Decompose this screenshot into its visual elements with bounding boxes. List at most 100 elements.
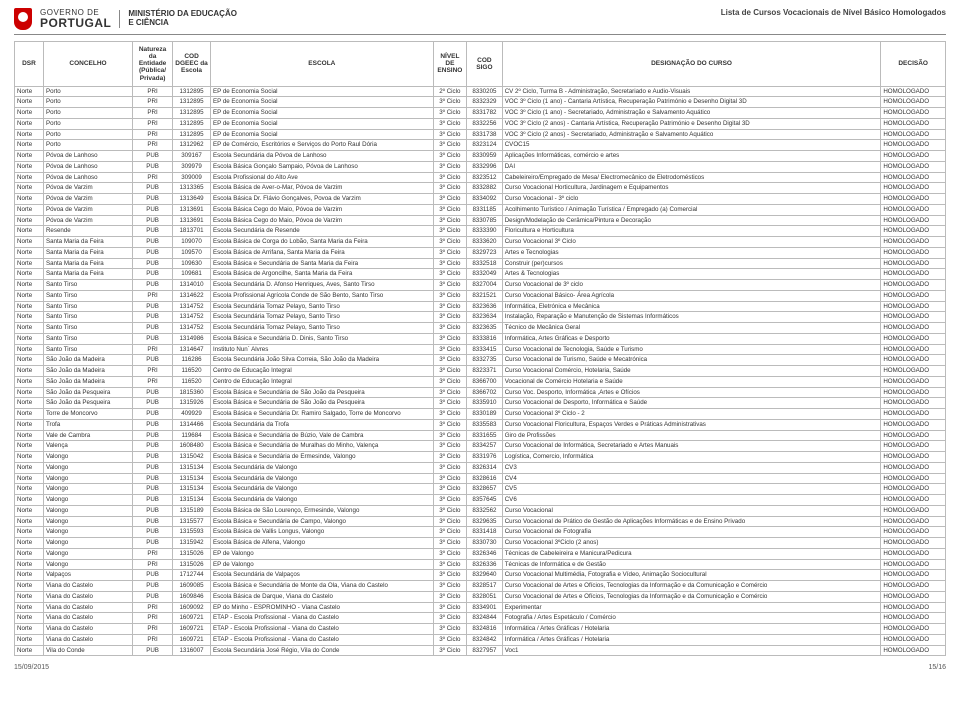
cell: São João da Madeira bbox=[43, 355, 132, 366]
cell: Vocacional de Comércio Hotelaria e Saúde bbox=[502, 376, 881, 387]
cell: 409929 bbox=[173, 409, 211, 420]
cell: 1315942 bbox=[173, 538, 211, 549]
cell: Póvoa de Varzim bbox=[43, 194, 132, 205]
cell: Norte bbox=[15, 452, 44, 463]
cell: Norte bbox=[15, 419, 44, 430]
cell: PUB bbox=[133, 473, 173, 484]
cell: 8323634 bbox=[467, 312, 503, 323]
cell: 8333816 bbox=[467, 333, 503, 344]
cell: HOMOLOGADO bbox=[881, 387, 946, 398]
table-row: NortePóvoa de VarzimPUB1313691Escola Bás… bbox=[15, 204, 946, 215]
doc-title: Lista de Cursos Vocacionais de Nível Bás… bbox=[721, 8, 946, 17]
cell: Santa Maria da Feira bbox=[43, 258, 132, 269]
cell: 119684 bbox=[173, 430, 211, 441]
table-row: NortePóvoa de VarzimPUB1313691Escola Bás… bbox=[15, 215, 946, 226]
table-row: NorteValongoPUB1315134Escola Secundária … bbox=[15, 495, 946, 506]
cell: Escola Secundária Tomaz Pelayo, Santo Ti… bbox=[210, 323, 433, 334]
cell: VOC 3º Ciclo (2 anos) - Cantaria Artísti… bbox=[502, 118, 881, 129]
cell: 3º Ciclo bbox=[433, 452, 466, 463]
cell: 3º Ciclo bbox=[433, 581, 466, 592]
cell: Viana do Castelo bbox=[43, 602, 132, 613]
cell: HOMOLOGADO bbox=[881, 333, 946, 344]
table-row: NorteSanto TirsoPUB1314986Escola Básica … bbox=[15, 333, 946, 344]
cell: Escola Básica e Secundária de São João d… bbox=[210, 398, 433, 409]
cell: Norte bbox=[15, 441, 44, 452]
cell: 8332049 bbox=[467, 269, 503, 280]
cell: PRI bbox=[133, 376, 173, 387]
table-row: NorteSão João da PesqueiraPUB1815360Esco… bbox=[15, 387, 946, 398]
cell: EP de Economia Social bbox=[210, 86, 433, 97]
cell: Norte bbox=[15, 237, 44, 248]
cell: Norte bbox=[15, 183, 44, 194]
page-footer: 15/09/2015 15/16 bbox=[14, 664, 946, 671]
cell: Norte bbox=[15, 505, 44, 516]
table-header-row: DSRCONCELHONatureza da Entidade (Pública… bbox=[15, 42, 946, 87]
cell: Valongo bbox=[43, 495, 132, 506]
cell: Norte bbox=[15, 118, 44, 129]
cell: PRI bbox=[133, 559, 173, 570]
cell: Centro de Educação Integral bbox=[210, 376, 433, 387]
cell: 1315593 bbox=[173, 527, 211, 538]
cell: Giro de Profissões bbox=[502, 430, 881, 441]
cell: 3º Ciclo bbox=[433, 301, 466, 312]
cell: PUB bbox=[133, 430, 173, 441]
cell: Escola Secundária de Valongo bbox=[210, 473, 433, 484]
cell: HOMOLOGADO bbox=[881, 462, 946, 473]
cell: Santo Tirso bbox=[43, 280, 132, 291]
cell: HOMOLOGADO bbox=[881, 129, 946, 140]
cell: PUB bbox=[133, 312, 173, 323]
cell: HOMOLOGADO bbox=[881, 559, 946, 570]
cell: 8332882 bbox=[467, 183, 503, 194]
cell: 8324816 bbox=[467, 624, 503, 635]
cell: 1815360 bbox=[173, 387, 211, 398]
table-row: NortePóvoa de LanhosoPRI309009Escola Pro… bbox=[15, 172, 946, 183]
cell: Norte bbox=[15, 634, 44, 645]
cell: 3º Ciclo bbox=[433, 161, 466, 172]
table-row: NorteVale de CambraPUB119684Escola Básic… bbox=[15, 430, 946, 441]
cell: DAI bbox=[502, 161, 881, 172]
cell: 3º Ciclo bbox=[433, 419, 466, 430]
cell: PRI bbox=[133, 290, 173, 301]
cell: 109681 bbox=[173, 269, 211, 280]
table-row: NorteResendePUB1813701Escola Secundária … bbox=[15, 226, 946, 237]
cell: CV 2º Ciclo, Turma B - Administração, Se… bbox=[502, 86, 881, 97]
cell: Escola Profissional Agrícola Conde de Sã… bbox=[210, 290, 433, 301]
cell: Curso Vocacional bbox=[502, 505, 881, 516]
cell: HOMOLOGADO bbox=[881, 290, 946, 301]
cell: Artes & Tecnologias bbox=[502, 269, 881, 280]
cell: 8333620 bbox=[467, 237, 503, 248]
cell: 116286 bbox=[173, 355, 211, 366]
cell: 1314622 bbox=[173, 290, 211, 301]
cell: Viana do Castelo bbox=[43, 581, 132, 592]
col-concelho: CONCELHO bbox=[43, 42, 132, 87]
cell: PUB bbox=[133, 151, 173, 162]
cell: 8329723 bbox=[467, 247, 503, 258]
cell: EP de Economia Social bbox=[210, 129, 433, 140]
cell: PUB bbox=[133, 194, 173, 205]
cell: PRI bbox=[133, 129, 173, 140]
cell: 3º Ciclo bbox=[433, 226, 466, 237]
table-row: NortePóvoa de LanhosoPUB309979Escola Bás… bbox=[15, 161, 946, 172]
cell: 1314986 bbox=[173, 333, 211, 344]
cell: Norte bbox=[15, 462, 44, 473]
cell: Valongo bbox=[43, 559, 132, 570]
cell: 3º Ciclo bbox=[433, 215, 466, 226]
cell: Norte bbox=[15, 527, 44, 538]
cell: 8329635 bbox=[467, 516, 503, 527]
cell: HOMOLOGADO bbox=[881, 409, 946, 420]
cell: EP de Economia Social bbox=[210, 108, 433, 119]
cell: 3º Ciclo bbox=[433, 570, 466, 581]
cell: Artes e Tecnologias bbox=[502, 247, 881, 258]
cell: 3º Ciclo bbox=[433, 258, 466, 269]
cell: Escola Básica e Secundária de Santa Mari… bbox=[210, 258, 433, 269]
cell: Escola Básica de Corga do Lobão, Santa M… bbox=[210, 237, 433, 248]
cell: Curso Vocacional de Informática, Secreta… bbox=[502, 441, 881, 452]
cell: HOMOLOGADO bbox=[881, 183, 946, 194]
cell: 3º Ciclo bbox=[433, 613, 466, 624]
cell: HOMOLOGADO bbox=[881, 97, 946, 108]
cell: 3º Ciclo bbox=[433, 118, 466, 129]
cell: EP de Economia Social bbox=[210, 97, 433, 108]
cell: Escola Básica e Secundária de Ermesinde,… bbox=[210, 452, 433, 463]
cell: 1609085 bbox=[173, 581, 211, 592]
cell: 8326314 bbox=[467, 462, 503, 473]
